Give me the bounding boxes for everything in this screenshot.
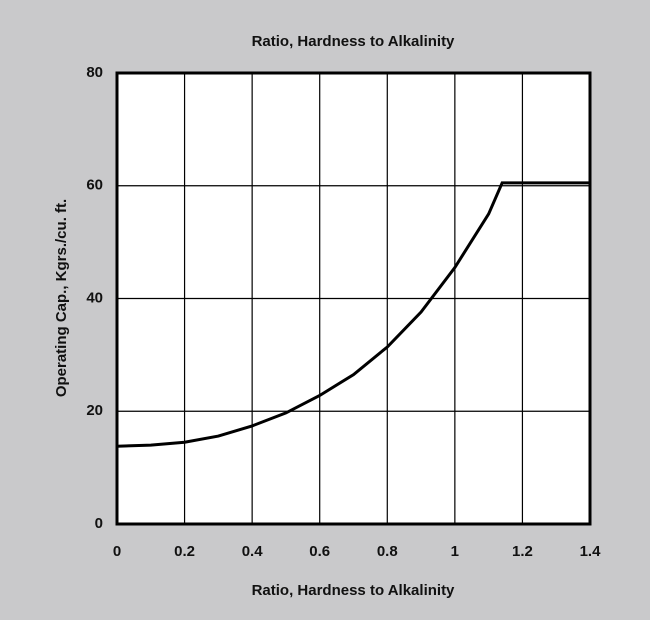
x-tick-label: 1.4 xyxy=(580,543,602,560)
data-line xyxy=(116,181,590,448)
x-tick-label: 0.2 xyxy=(174,543,195,560)
x-tick-label: 0 xyxy=(113,543,121,560)
x-axis-label: Ratio, Hardness to Alkalinity xyxy=(252,582,455,599)
x-tick-label: 0.8 xyxy=(377,543,398,560)
x-tick-label: 1 xyxy=(451,543,459,560)
y-tick-label: 80 xyxy=(86,64,103,81)
y-tick-label: 60 xyxy=(86,177,103,194)
chart-title: Ratio, Hardness to Alkalinity xyxy=(252,33,455,50)
y-axis-label: Operating Cap., Kgrs./cu. ft. xyxy=(53,199,70,397)
y-tick-label: 0 xyxy=(95,515,103,532)
y-tick-label: 20 xyxy=(86,402,103,419)
x-tick-label: 0.6 xyxy=(309,543,330,560)
y-tick-label: 40 xyxy=(86,289,103,306)
plot-frame xyxy=(115,71,592,526)
x-tick-label: 1.2 xyxy=(512,543,533,560)
x-tick-label: 0.4 xyxy=(242,543,264,560)
